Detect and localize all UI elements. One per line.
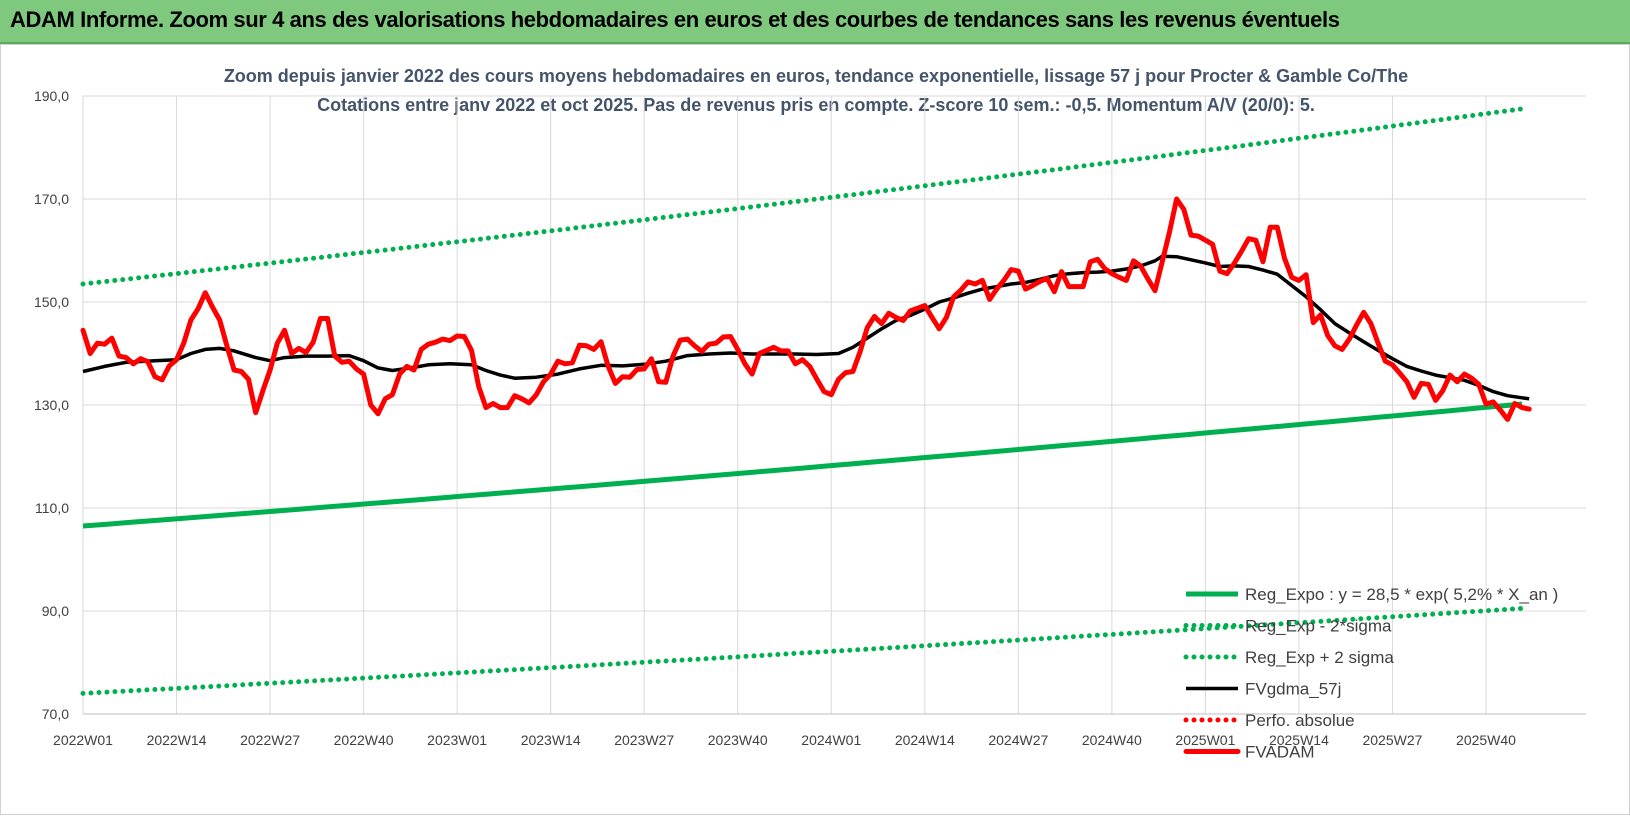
report-banner: ADAM Informe. Zoom sur 4 ans des valoris…: [0, 0, 1630, 44]
series-line-2: [80, 106, 1525, 287]
x-tick-label: 2024W27: [988, 732, 1048, 748]
x-tick-label: 2023W27: [614, 732, 674, 748]
legend-label-3: FVgdma_57j: [1245, 680, 1341, 699]
series-line-0: [82, 401, 1523, 529]
legend-label-1: Reg_Exp - 2*sigma: [1245, 617, 1392, 636]
x-tick-label: 2022W01: [53, 732, 113, 748]
x-tick-label: 2024W40: [1082, 732, 1142, 748]
x-tick-label: 2022W14: [147, 732, 207, 748]
legend: Reg_Expo : y = 28,5 * exp( 5,2% * X_an )…: [1183, 585, 1558, 762]
x-tick-label: 2024W14: [895, 732, 955, 748]
x-tick-label: 2022W27: [240, 732, 300, 748]
legend-label-0: Reg_Expo : y = 28,5 * exp( 5,2% * X_an ): [1245, 585, 1558, 604]
y-tick-label: 110,0: [35, 500, 69, 516]
series-line-1: [80, 605, 1525, 696]
series-line-3: [82, 254, 1530, 401]
chart-title-line-2: Cotations entre janv 2022 et oct 2025. P…: [317, 95, 1315, 115]
y-tick-label: 70,0: [42, 706, 69, 722]
legend-label-2: Reg_Exp + 2 sigma: [1245, 648, 1394, 667]
x-tick-label: 2023W01: [427, 732, 487, 748]
y-tick-label: 150,0: [34, 294, 69, 310]
y-tick-label: 190,0: [34, 88, 69, 104]
x-tick-label: 2025W14: [1269, 732, 1329, 748]
x-tick-label: 2025W01: [1175, 732, 1235, 748]
x-axis-ticks: 2022W01 2022W14 2022W27 2022W40 2023W01 2023W…: [53, 732, 1516, 748]
y-tick-label: 170,0: [34, 191, 69, 207]
report-title: ADAM Informe. Zoom sur 4 ans des valoris…: [10, 7, 1340, 32]
grid: [82, 95, 1586, 715]
legend-label-4: Perfo. absolue: [1245, 711, 1355, 730]
y-axis-ticks: 70,0 90,0 110,0 130,0 150,0 170,0 190,0: [34, 88, 69, 722]
chart-canvas: Zoom depuis janvier 2022 des cours moyen…: [34, 66, 1586, 762]
chart-title-line-1: Zoom depuis janvier 2022 des cours moyen…: [224, 66, 1408, 86]
legend-label-5: FVADAM: [1245, 743, 1315, 762]
x-tick-label: 2022W40: [334, 732, 394, 748]
x-tick-label: 2025W40: [1456, 732, 1516, 748]
chart-frame: Zoom depuis janvier 2022 des cours moyen…: [0, 44, 1630, 815]
x-tick-label: 2023W14: [521, 732, 581, 748]
y-tick-label: 130,0: [34, 397, 69, 413]
chart-title: Zoom depuis janvier 2022 des cours moyen…: [224, 66, 1408, 115]
x-tick-label: 2025W27: [1362, 732, 1422, 748]
x-tick-label: 2024W01: [801, 732, 861, 748]
series-line-5: [80, 196, 1532, 422]
y-tick-label: 90,0: [42, 603, 69, 619]
x-tick-label: 2023W40: [708, 732, 768, 748]
series-group: [80, 106, 1532, 696]
